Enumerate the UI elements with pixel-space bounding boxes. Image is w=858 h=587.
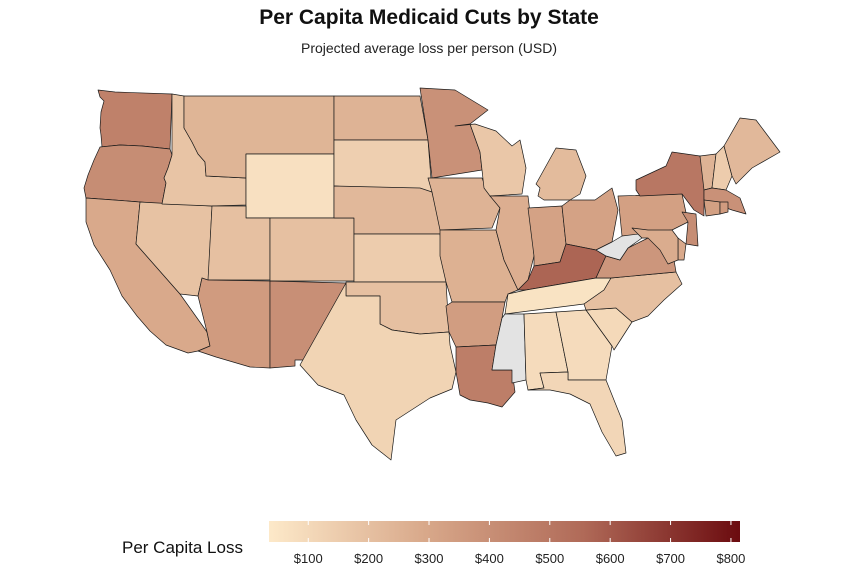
state-nd: [333, 95, 429, 141]
legend-tick-label: $600: [595, 551, 625, 566]
state-ct: [703, 199, 721, 217]
legend-title: Per Capita Loss: [122, 538, 243, 557]
state-mi: [535, 147, 587, 201]
legend-tick-label: $400: [474, 551, 504, 566]
legend-color-bar: [269, 521, 740, 542]
state-wi: [454, 123, 527, 197]
state-nh: [711, 145, 733, 191]
state-wa: [97, 89, 173, 150]
legend-tick-label: $800: [716, 551, 746, 566]
state-co: [269, 217, 355, 282]
state-ny: [635, 151, 705, 217]
legend-tick-label: $200: [354, 551, 384, 566]
chart-subtitle: Projected average loss per person (USD): [300, 40, 557, 56]
state-ri: [719, 201, 729, 215]
state-or: [83, 144, 173, 205]
state-de: [677, 237, 687, 261]
state-md: [631, 227, 679, 265]
legend-tick-label: $300: [414, 551, 444, 566]
state-ar: [445, 301, 506, 348]
state-nj: [681, 211, 699, 247]
state-ia: [427, 177, 501, 231]
state-tx: [299, 282, 457, 461]
state-nc: [583, 271, 683, 323]
legend-tick-label: $700: [656, 551, 686, 566]
state-ks: [353, 233, 447, 283]
state-ms: [491, 313, 527, 384]
legend-tick-label: $100: [293, 551, 323, 566]
legend-tick-label: $500: [535, 551, 565, 566]
state-me: [723, 117, 781, 185]
state-sd: [333, 139, 433, 193]
state-az: [197, 277, 271, 369]
state-fl: [527, 371, 627, 457]
state-wy: [245, 153, 335, 219]
chart-title: Per Capita Medicaid Cuts by State: [259, 6, 599, 29]
us-choropleth-map: [83, 87, 781, 461]
state-in: [527, 205, 567, 267]
